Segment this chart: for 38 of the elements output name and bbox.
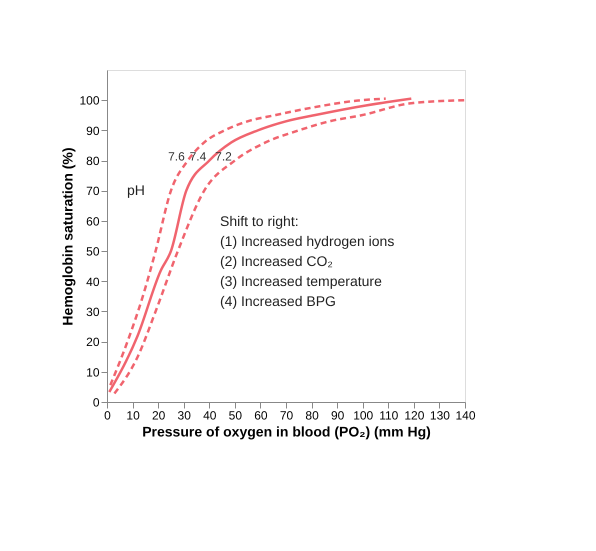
x-tick-label: 30: [178, 408, 192, 422]
annotation: (1) Increased hydrogen ions: [220, 233, 394, 249]
x-tick-label: 20: [152, 408, 166, 422]
y-tick-label: 50: [86, 244, 100, 259]
x-tick-label: 60: [254, 408, 268, 422]
x-tick-label: 100: [353, 408, 374, 422]
x-tick-label: 140: [455, 408, 476, 422]
x-tick-label: 0: [104, 408, 112, 422]
y-tick-label: 10: [86, 365, 100, 380]
x-tick-label: 110: [379, 408, 399, 422]
annotation: 7.6: [168, 150, 186, 164]
y-tick-label: 0: [92, 396, 100, 410]
annotation: (3) Increased temperature: [220, 273, 382, 289]
x-tick-label: 80: [305, 408, 320, 422]
annotation: (4) Increased BPG: [220, 293, 336, 309]
y-tick-label: 80: [86, 154, 100, 168]
x-tick-label: 10: [126, 408, 140, 422]
x-tick-label: 40: [203, 408, 217, 422]
x-axis-title: Pressure of oxygen in blood (PO₂) (mm Hg): [142, 424, 431, 440]
y-tick-label: 40: [86, 274, 100, 289]
y-tick-label: 70: [86, 184, 100, 198]
y-tick-label: 30: [86, 304, 100, 319]
x-tick-label: 70: [280, 408, 294, 422]
annotation: (2) Increased CO₂: [220, 253, 333, 269]
y-tick-label: 60: [86, 214, 100, 228]
x-tick-label: 120: [404, 408, 425, 422]
y-tick-label: 20: [86, 335, 100, 350]
annotation: Shift to right:: [220, 213, 299, 229]
x-tick-label: 90: [330, 408, 345, 422]
annotation: pH: [127, 182, 145, 198]
line-series: [113, 98, 466, 395]
y-tick-label: 90: [86, 124, 100, 138]
annotation: 7.4: [190, 150, 207, 164]
x-tick-label: 130: [430, 408, 450, 422]
y-tick-label: 100: [79, 94, 100, 108]
y-axis-title: Hemoglobin saturation (%): [59, 147, 76, 326]
x-tick-label: 50: [228, 408, 242, 422]
annotation: 7.2: [215, 150, 232, 164]
